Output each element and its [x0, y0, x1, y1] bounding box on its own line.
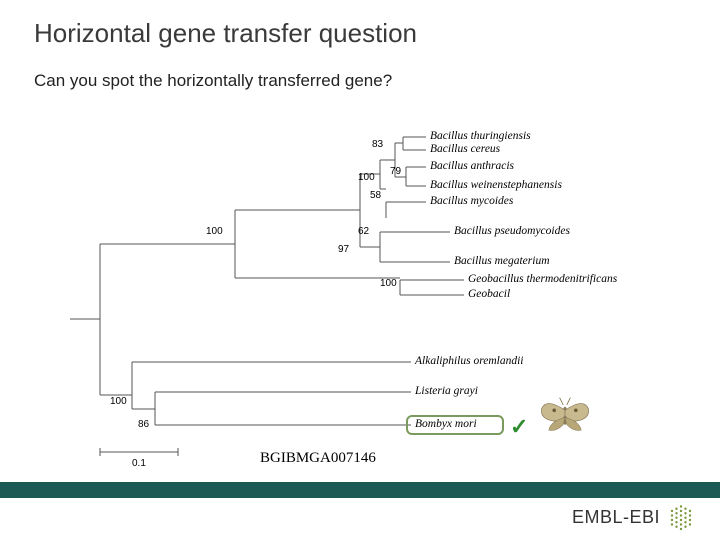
- bootstrap-value: 86: [138, 419, 149, 430]
- species-label: Bacillus anthracis: [430, 160, 514, 172]
- species-label: Bacillus pseudomycoides: [454, 225, 570, 237]
- scale-bar-label: 0.1: [132, 458, 146, 469]
- bootstrap-value: 100: [358, 172, 375, 183]
- species-label: Listeria grayi: [415, 385, 478, 397]
- bootstrap-value: 100: [206, 226, 223, 237]
- bootstrap-value: 79: [390, 166, 401, 177]
- highlighted-species-box: [406, 415, 504, 435]
- footer-bar: [0, 482, 720, 498]
- logo-cube-icon: [666, 502, 696, 532]
- page-title: Horizontal gene transfer question: [0, 0, 720, 49]
- species-label: Alkaliphilus oremlandii: [415, 355, 524, 367]
- gene-identifier: BGIBMGA007146: [260, 450, 376, 467]
- bootstrap-value: 100: [380, 278, 397, 289]
- species-label: Bacillus megaterium: [454, 255, 550, 267]
- species-label: Bacillus thuringiensis: [430, 130, 531, 142]
- bootstrap-value: 100: [110, 396, 127, 407]
- species-label: Bacillus mycoides: [430, 195, 513, 207]
- question-text: Can you spot the horizontally transferre…: [0, 49, 720, 91]
- bootstrap-value: 62: [358, 226, 369, 237]
- bootstrap-value: 97: [338, 244, 349, 255]
- species-label: Bacillus weinenstephanensis: [430, 179, 562, 191]
- species-label: Bacillus cereus: [430, 143, 500, 155]
- checkmark-icon: ✓: [510, 414, 528, 440]
- species-label: Geobacillus thermodenitrificans: [468, 273, 617, 285]
- bootstrap-value: 83: [372, 139, 383, 150]
- embl-ebi-logo: EMBL-EBI: [572, 502, 696, 532]
- phylogenetic-tree: Bacillus thuringiensisBacillus cereus Bac…: [70, 132, 670, 467]
- bootstrap-value: 58: [370, 190, 381, 201]
- logo-text: EMBL-EBI: [572, 507, 660, 528]
- species-label: Geobacil: [468, 288, 510, 300]
